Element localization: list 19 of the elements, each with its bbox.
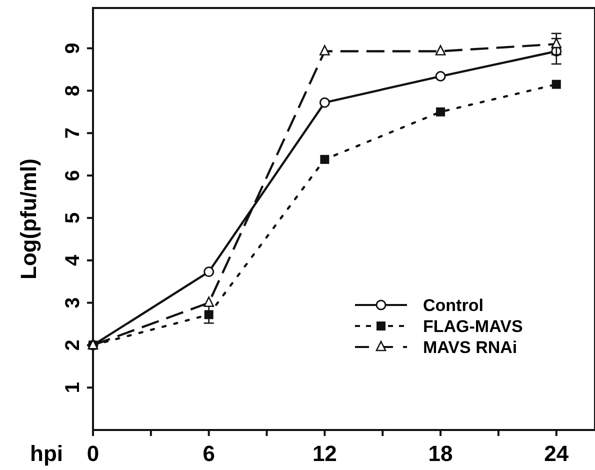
y-tick-label: 4: [62, 254, 84, 266]
y-axis-title: Log(pfu/ml): [16, 158, 41, 280]
x-tick-label: 6: [202, 441, 215, 466]
y-tick-label: 5: [62, 212, 84, 224]
y-tick-label: 2: [62, 340, 84, 351]
legend-label: FLAG-MAVS: [423, 317, 523, 336]
x-tick-label: 18: [428, 441, 453, 466]
y-tick-label: 6: [62, 170, 84, 182]
x-tick-label: 0: [86, 441, 100, 466]
y-tick-label: 7: [62, 128, 84, 139]
y-tick-label: 3: [62, 297, 84, 308]
x-axis-title: hpi: [30, 441, 63, 466]
y-tick-label: 8: [62, 85, 84, 96]
legend-label: MAVS RNAi: [423, 338, 518, 357]
y-tick-label: 1: [62, 382, 84, 394]
x-tick-label: 24: [544, 441, 570, 466]
y-tick-label: 9: [62, 42, 84, 54]
x-tick-label: 12: [312, 441, 337, 466]
legend-label: Control: [423, 296, 484, 315]
